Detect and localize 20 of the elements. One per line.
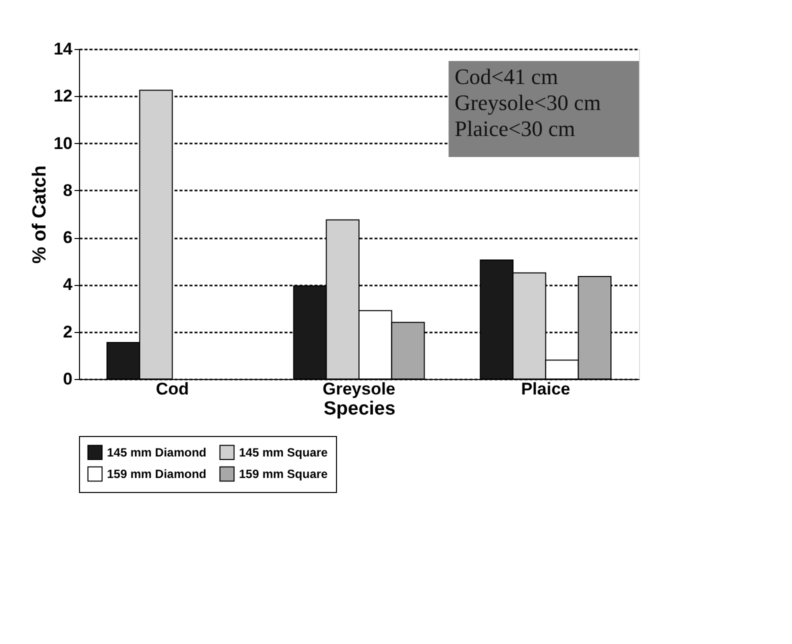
y-tick-label: 2 xyxy=(63,322,72,342)
y-tick-label: 12 xyxy=(54,86,72,106)
legend-label: 145 mm Diamond xyxy=(107,445,206,460)
y-axis-title: % of Catch xyxy=(30,165,51,264)
y-tick-label: 14 xyxy=(54,40,74,58)
y-tick-label: 10 xyxy=(54,134,72,153)
x-tick-label: Greysole xyxy=(322,380,396,398)
x-tick-label: Cod xyxy=(156,380,189,398)
legend-label: 145 mm Square xyxy=(239,445,328,460)
legend-label: 159 mm Square xyxy=(239,467,328,481)
x-tick-label: Plaice xyxy=(521,380,570,398)
y-tick-label: 0 xyxy=(63,370,72,388)
annotation: Greysole<30 cm xyxy=(454,90,601,115)
y-tick-label: 8 xyxy=(63,180,72,200)
legend-label: 159 mm Diamond xyxy=(107,467,206,481)
annotation: Plaice<30 cm xyxy=(454,116,576,141)
y-tick-label: 6 xyxy=(63,228,72,248)
y-tick-label: 4 xyxy=(63,275,74,294)
x-axis-title: Species xyxy=(324,398,396,420)
annotation: Cod<41 cm xyxy=(454,64,558,89)
